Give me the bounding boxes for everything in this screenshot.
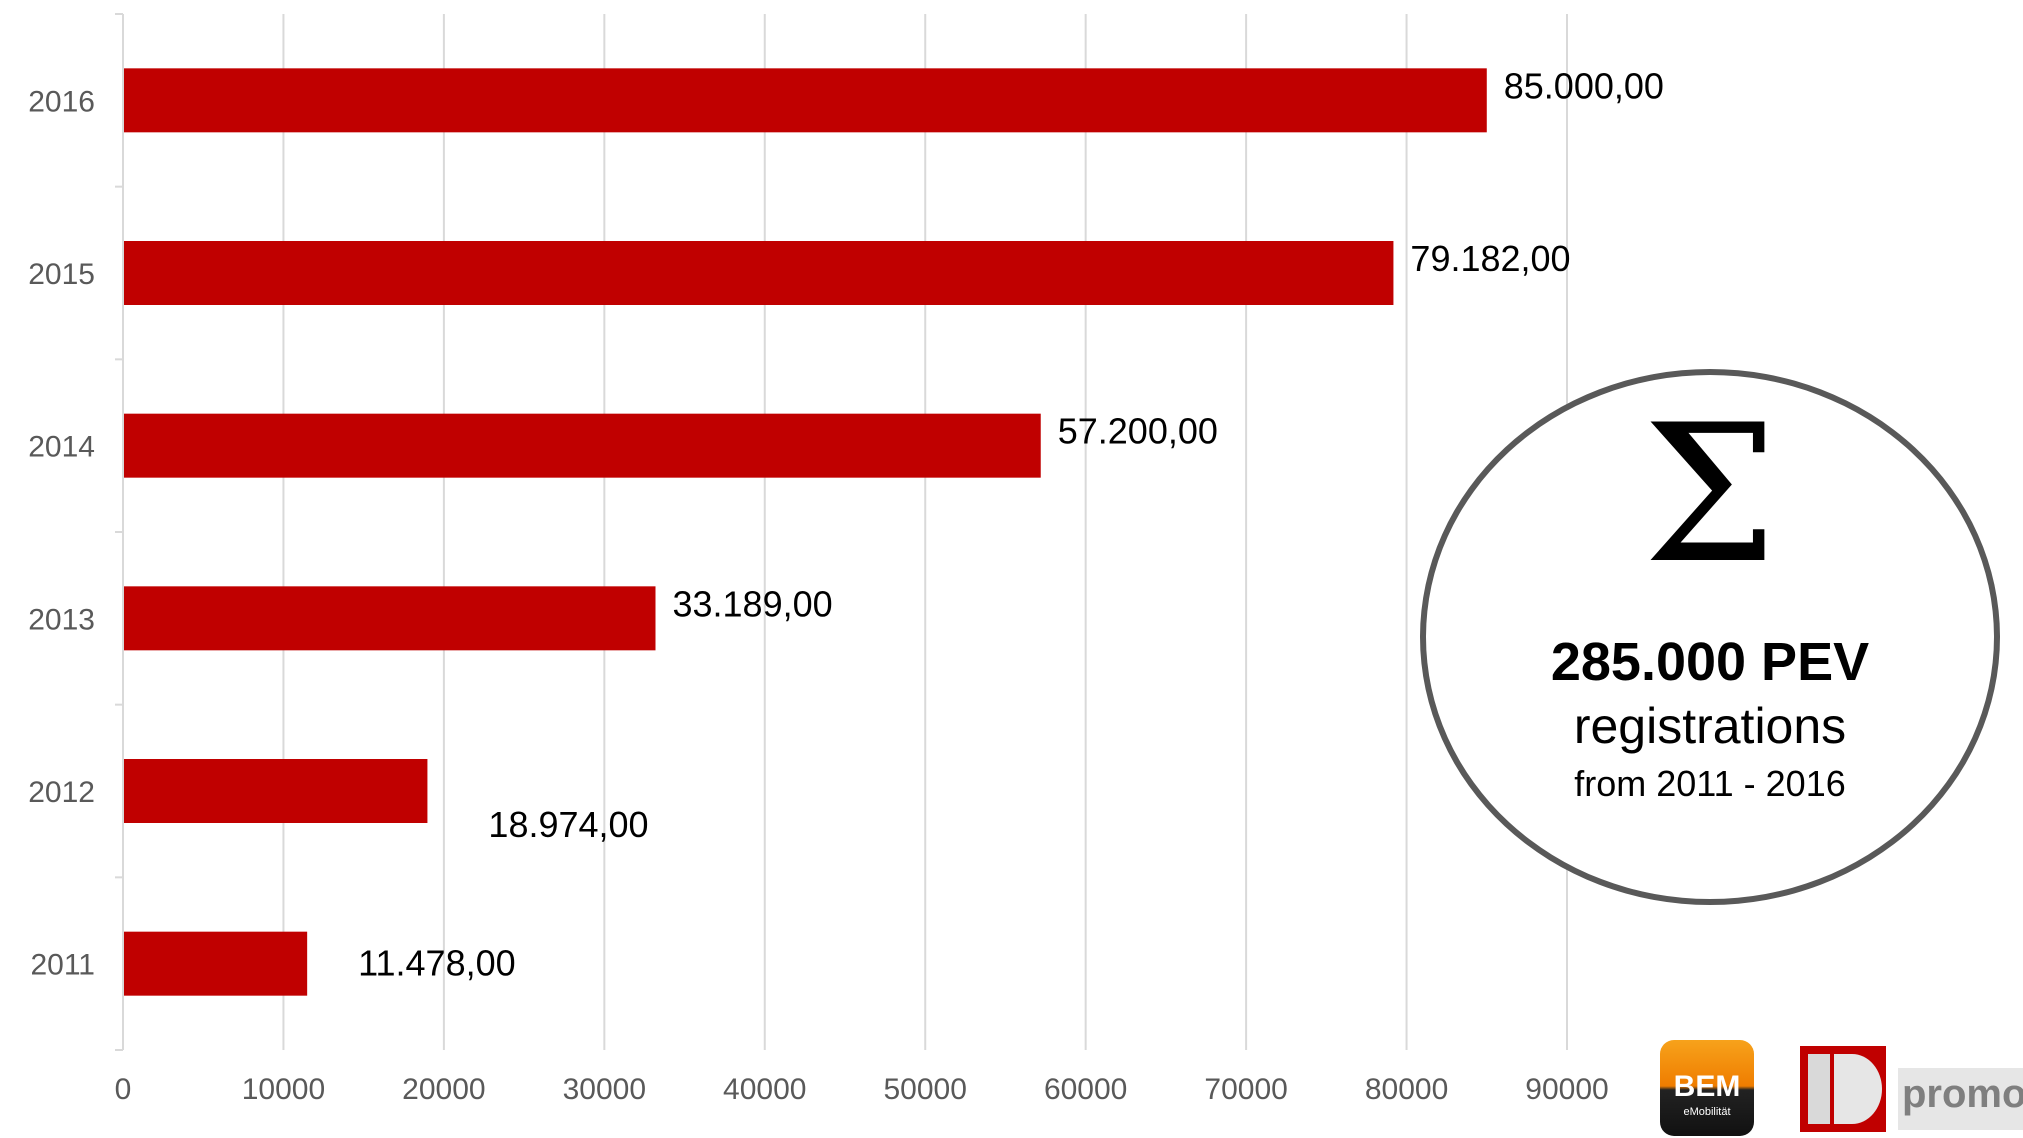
summary-total: 285.000 PEV — [1550, 632, 1870, 692]
x-tick-label: 40000 — [723, 1073, 806, 1106]
x-tick-label: 50000 — [884, 1073, 967, 1106]
summary-range: from 2011 - 2016 — [1574, 763, 1846, 804]
y-tick-label: 2014 — [28, 431, 95, 464]
bar — [124, 241, 1394, 305]
x-tick-label: 70000 — [1204, 1073, 1287, 1106]
summary-text: registrations — [1573, 698, 1847, 754]
x-tick-label: 90000 — [1525, 1073, 1608, 1106]
x-tick-label: 60000 — [1044, 1073, 1127, 1106]
bar — [124, 931, 308, 996]
bem-logo: BEM eMobilität — [1660, 1040, 1754, 1136]
y-tick-label: 2011 — [30, 949, 95, 982]
promo-logo-band — [1898, 1068, 2023, 1130]
x-tick-label: 0 — [115, 1073, 132, 1106]
x-tick-label: 30000 — [563, 1073, 646, 1106]
data-label: 18.974,00 — [488, 804, 648, 845]
labels: 0 10000 20000 30000 40000 50000 60000 70000 8000… — [28, 65, 1664, 1106]
axes — [115, 13, 124, 1051]
y-tick-label: 2013 — [28, 603, 95, 636]
bar — [124, 68, 1487, 133]
bem-logo-text: BEM — [1673, 1070, 1741, 1103]
x-tick-label: 10000 — [242, 1073, 325, 1106]
y-tick-label: 2012 — [28, 776, 95, 809]
bar — [124, 586, 656, 651]
y-tick-label: 2015 — [28, 258, 95, 291]
bars — [124, 68, 1487, 996]
bem-logo-subtext: eMobilität — [1683, 1106, 1731, 1118]
summary-callout: Σ 285.000 PEV registrations from 2011 - … — [1420, 369, 2000, 905]
data-label: 57.200,00 — [1058, 411, 1218, 452]
y-tick-label: 2016 — [28, 85, 95, 118]
bar — [124, 413, 1041, 478]
data-label: 33.189,00 — [672, 583, 832, 624]
promo-logo-icon — [1800, 1046, 1886, 1132]
x-tick-label: 20000 — [402, 1073, 485, 1106]
data-label: 85.000,00 — [1504, 65, 1664, 106]
promo-logo-text: promo — [1902, 1072, 2023, 1116]
sigma-icon: Σ — [1642, 384, 1778, 605]
bar — [124, 759, 428, 823]
x-tick-label: 80000 — [1365, 1073, 1448, 1106]
data-label: 11.478,00 — [358, 943, 515, 984]
gridlines — [282, 14, 1568, 1050]
data-label: 79.182,00 — [1410, 238, 1570, 279]
